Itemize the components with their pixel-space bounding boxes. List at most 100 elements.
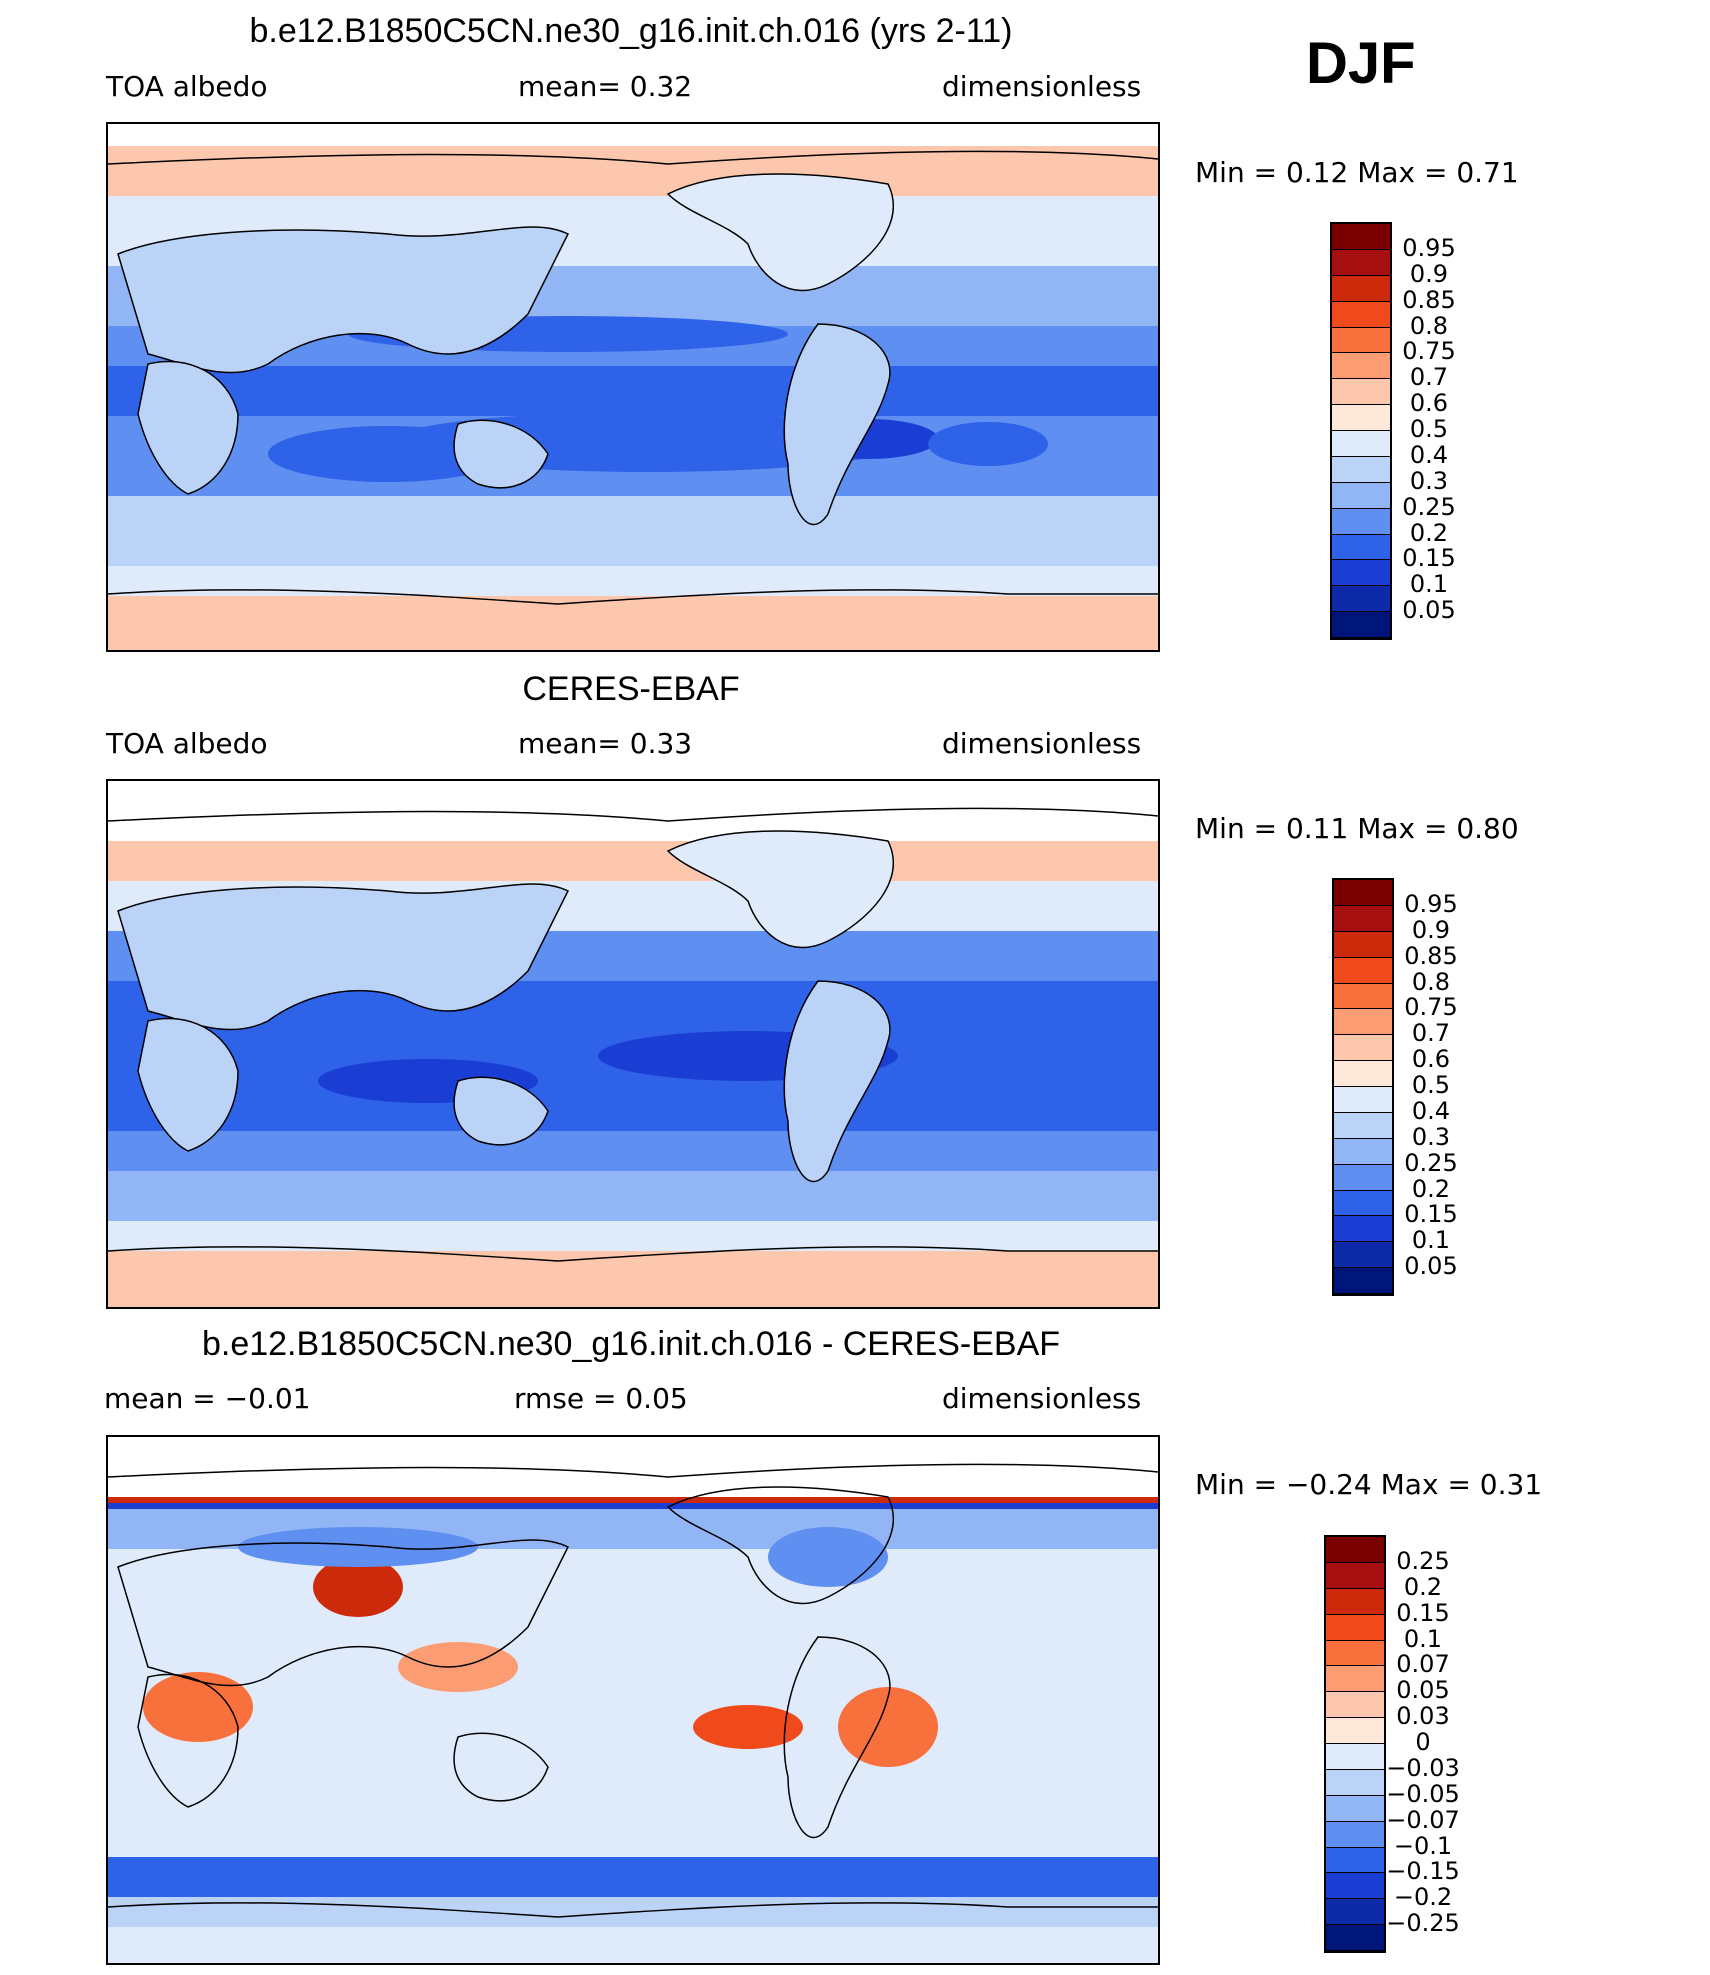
colorbar-swatch	[1326, 1640, 1384, 1667]
panel-1-units-label: dimensionless	[942, 70, 1142, 103]
colorbar-swatch	[1334, 1216, 1392, 1243]
colorbar-swatch	[1332, 275, 1390, 302]
colorbar-swatch	[1326, 1666, 1384, 1693]
panel-1-map-svg	[108, 124, 1158, 650]
colorbar-tick-label: 0.25	[1396, 1546, 1450, 1575]
colorbar-swatch	[1326, 1795, 1384, 1822]
colorbar-tick-label: 0.5	[1409, 415, 1449, 443]
colorbar-swatch	[1326, 1537, 1384, 1563]
colorbar-tick-label: 0.2	[1403, 1572, 1443, 1601]
colorbar-tick-label: 0.05	[1404, 1252, 1458, 1281]
panel-3-map	[106, 1435, 1160, 1965]
colorbar-tick-label: −0.07	[1386, 1805, 1460, 1834]
colorbar-swatch	[1334, 1268, 1392, 1294]
colorbar-tick-label: 0.7	[1411, 1019, 1451, 1048]
colorbar-tick-label: −0.03	[1386, 1753, 1460, 1782]
colorbar-tick-label: 0.3	[1409, 466, 1449, 495]
colorbar-swatch	[1332, 612, 1390, 638]
colorbar-swatch	[1334, 1138, 1392, 1165]
colorbar-tick-label: 0.9	[1411, 915, 1451, 944]
colorbar-swatch	[1326, 1588, 1384, 1615]
colorbar-swatch	[1334, 1009, 1392, 1036]
colorbar-tick-label: 0.5	[1411, 1071, 1451, 1099]
colorbar-swatch	[1326, 1873, 1384, 1900]
colorbar-tick-label: 0.05	[1402, 596, 1456, 625]
colorbar-swatch	[1334, 1087, 1392, 1113]
colorbar-tick-label: 0.25	[1402, 492, 1456, 521]
season-label: DJF	[1306, 31, 1416, 96]
colorbar-swatch	[1326, 1899, 1384, 1926]
colorbar-tick-label: 0.4	[1409, 440, 1449, 469]
colorbar-tick-label: −0.1	[1393, 1831, 1453, 1860]
colorbar-swatch	[1332, 379, 1390, 406]
colorbar-tick-label: 0.6	[1409, 389, 1449, 418]
colorbar-swatch	[1326, 1821, 1384, 1848]
panel-1-variable-label: TOA albedo	[106, 70, 268, 103]
colorbar-tick-label: 0.6	[1411, 1045, 1451, 1074]
colorbar-tick-label: 0.1	[1409, 570, 1449, 599]
colorbar-swatch	[1332, 586, 1390, 613]
panel-2-colorbar	[1332, 878, 1394, 1296]
colorbar-tick-label: 0.07	[1396, 1650, 1450, 1679]
panel-3-units-label: dimensionless	[942, 1382, 1142, 1415]
panel-2-mean-label: mean= 0.33	[518, 727, 693, 760]
panel-3-rmse-label: rmse = 0.05	[514, 1382, 688, 1415]
colorbar-tick-label: 0.75	[1402, 337, 1456, 366]
colorbar-swatch	[1332, 534, 1390, 561]
colorbar-tick-label: 0.15	[1402, 544, 1456, 573]
colorbar-tick-label: −0.25	[1386, 1909, 1460, 1938]
colorbar-tick-label: 0.85	[1404, 941, 1458, 970]
colorbar-swatch	[1332, 327, 1390, 354]
colorbar-swatch	[1332, 431, 1390, 457]
panel-2-variable-label: TOA albedo	[106, 727, 268, 760]
colorbar-swatch	[1326, 1925, 1384, 1951]
colorbar-swatch	[1332, 301, 1390, 328]
colorbar-swatch	[1334, 1164, 1392, 1191]
colorbar-swatch	[1334, 880, 1392, 906]
colorbar-tick-label: 0.15	[1404, 1200, 1458, 1229]
panel-3-colorbar	[1324, 1535, 1386, 1953]
panel-2-minmax: Min = 0.11 Max = 0.80	[1195, 812, 1519, 845]
colorbar-tick-label: 0.4	[1411, 1096, 1451, 1125]
colorbar-tick-label: 0.95	[1404, 889, 1458, 918]
colorbar-tick-label: 0.3	[1411, 1122, 1451, 1151]
colorbar-swatch	[1326, 1847, 1384, 1874]
panel-1-map	[106, 122, 1160, 652]
colorbar-tick-label: 0.1	[1411, 1226, 1451, 1255]
colorbar-tick-label: 0.8	[1411, 967, 1451, 996]
colorbar-tick-label: 0.2	[1411, 1174, 1451, 1203]
colorbar-tick-label: 0.05	[1396, 1676, 1450, 1705]
colorbar-swatch	[1326, 1692, 1384, 1719]
panel-3-title: b.e12.B1850C5CN.ne30_g16.init.ch.016 - C…	[201, 1325, 1061, 1363]
colorbar-tick-label: 0.1	[1403, 1624, 1443, 1653]
colorbar-tick-label: −0.15	[1386, 1857, 1460, 1886]
panel-3-minmax: Min = −0.24 Max = 0.31	[1195, 1468, 1543, 1501]
colorbar-swatch	[1332, 224, 1390, 250]
colorbar-swatch	[1332, 249, 1390, 276]
panel-3-mean-label: mean = −0.01	[104, 1382, 311, 1415]
panel-2-units-label: dimensionless	[942, 727, 1142, 760]
colorbar-tick-label: 0.8	[1409, 311, 1449, 340]
colorbar-tick-label: 0.95	[1402, 233, 1456, 262]
colorbar-swatch	[1334, 1242, 1392, 1269]
colorbar-tick-label: −0.2	[1393, 1883, 1453, 1912]
panel-1-colorbar	[1330, 222, 1392, 640]
colorbar-swatch	[1334, 1061, 1392, 1087]
colorbar-swatch	[1334, 931, 1392, 958]
colorbar-tick-label: 0	[1415, 1728, 1431, 1756]
panel-2-map	[106, 779, 1160, 1309]
colorbar-swatch	[1326, 1562, 1384, 1589]
colorbar-swatch	[1334, 1190, 1392, 1217]
colorbar-swatch	[1326, 1718, 1384, 1744]
panel-2-title: CERES-EBAF	[522, 670, 740, 708]
panel-1-mean-label: mean= 0.32	[518, 70, 693, 103]
colorbar-tick-label: 0.25	[1404, 1148, 1458, 1177]
colorbar-tick-label: 0.7	[1409, 363, 1449, 392]
colorbar-swatch	[1326, 1769, 1384, 1796]
colorbar-swatch	[1332, 353, 1390, 380]
colorbar-swatch	[1326, 1744, 1384, 1770]
colorbar-swatch	[1334, 1035, 1392, 1062]
colorbar-swatch	[1334, 957, 1392, 984]
colorbar-tick-label: 0.85	[1402, 285, 1456, 314]
colorbar-swatch	[1334, 905, 1392, 932]
